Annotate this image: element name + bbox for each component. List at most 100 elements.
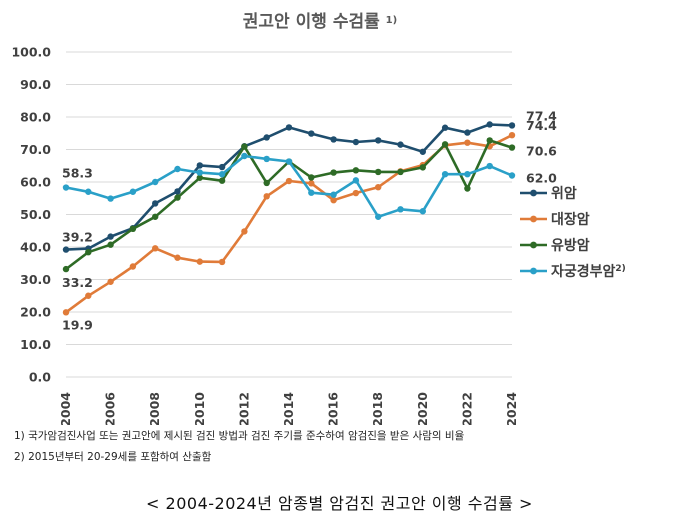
data-point <box>218 177 226 184</box>
data-point <box>330 136 337 143</box>
data-point <box>352 167 360 174</box>
data-point <box>62 265 70 273</box>
data-point <box>330 169 337 176</box>
start-value-label: 58.3 <box>62 166 93 181</box>
data-point <box>441 124 449 131</box>
y-tick-label: 30.0 <box>20 272 51 287</box>
start-value-label: 39.2 <box>62 230 93 245</box>
data-point <box>85 249 92 256</box>
data-point <box>62 184 70 191</box>
y-tick-label: 50.0 <box>20 207 51 222</box>
chart-svg: 권고안 이행 수검률 1) 0.0 10.0 20.0 30.0 40.0 50.0 60.… <box>11 12 626 425</box>
data-point <box>486 162 493 170</box>
x-axis-ticks: 2004 2006 2008 2010 2012 2014 2016 2018 2020 2022… <box>58 392 519 425</box>
x-tick-label: 2010 <box>192 392 207 425</box>
legend-label-text: 자궁경부암 <box>551 263 616 280</box>
y-tick-label: 70.0 <box>20 142 51 157</box>
x-tick-label: 2024 <box>504 392 519 425</box>
x-tick-label: 2016 <box>326 392 341 425</box>
data-point <box>508 122 516 129</box>
data-point <box>196 174 203 181</box>
data-point <box>263 155 270 163</box>
data-point <box>419 164 426 171</box>
data-point <box>375 213 382 220</box>
legend-label: 위암 <box>551 185 577 202</box>
data-labels: 39.2 77.4 19.9 74.4 33.2 70.6 58.3 62.0 <box>62 108 557 332</box>
data-point <box>375 168 382 176</box>
data-point <box>85 188 92 195</box>
data-point <box>174 188 181 195</box>
x-tick-label: 2018 <box>370 392 385 425</box>
data-point <box>218 171 226 178</box>
data-point <box>285 124 293 131</box>
legend-label: 대장암 <box>551 211 590 228</box>
x-tick-label: 2022 <box>459 392 474 425</box>
data-point <box>330 197 337 204</box>
legend-label-text: 유방암 <box>551 237 590 254</box>
data-point <box>218 258 226 266</box>
data-point <box>241 143 248 150</box>
data-point <box>174 194 181 201</box>
data-point <box>263 193 270 200</box>
data-point <box>464 171 471 178</box>
y-tick-label: 20.0 <box>20 305 51 320</box>
data-point <box>441 141 449 148</box>
data-point <box>397 168 404 176</box>
chart-title: 권고안 이행 수검률 1) <box>243 12 397 32</box>
data-point <box>352 138 360 146</box>
end-value-label: 70.6 <box>526 144 557 159</box>
data-point <box>129 263 137 270</box>
data-point <box>107 241 114 248</box>
legend-label: 자궁경부암2) <box>551 263 626 280</box>
legend-label-superscript: 2) <box>615 264 625 274</box>
legend-label-text: 대장암 <box>551 211 590 228</box>
data-point <box>441 171 449 178</box>
legend-swatch-marker <box>530 215 537 223</box>
data-point <box>352 189 360 197</box>
data-point <box>107 233 114 240</box>
data-point <box>263 134 270 141</box>
data-point <box>218 163 226 171</box>
data-point <box>330 191 337 198</box>
data-point <box>308 174 315 181</box>
x-tick-label: 2008 <box>147 392 162 425</box>
x-tick-label: 2004 <box>58 392 73 425</box>
x-tick-label: 2020 <box>415 392 430 425</box>
legend-swatch-marker <box>530 267 537 275</box>
data-point <box>352 177 360 184</box>
x-tick-label: 2012 <box>236 392 251 425</box>
data-point <box>464 139 471 146</box>
data-point <box>174 165 181 173</box>
data-point <box>263 179 270 187</box>
data-point <box>308 130 315 137</box>
data-point <box>419 208 426 215</box>
footnote-2: 2) 2015년부터 20-29세를 포함하여 산출함 <box>14 451 212 463</box>
y-tick-label: 0.0 <box>29 370 51 385</box>
data-point <box>464 185 471 192</box>
data-point <box>62 246 70 253</box>
x-tick-label: 2006 <box>103 392 118 425</box>
data-point <box>375 137 382 144</box>
data-point <box>508 132 516 139</box>
data-point <box>152 245 159 252</box>
y-axis-ticks: 0.0 10.0 20.0 30.0 40.0 50.0 60.0 70.0 80.0 90.0 1… <box>11 45 51 385</box>
data-point <box>196 169 203 176</box>
legend-label-text: 위암 <box>551 185 577 202</box>
data-point <box>464 129 471 136</box>
y-tick-label: 100.0 <box>11 45 51 60</box>
end-value-label: 77.4 <box>526 108 557 123</box>
data-point <box>375 184 382 191</box>
end-value-label: 62.0 <box>526 171 557 186</box>
data-point <box>285 158 293 165</box>
chart-title-superscript: 1) <box>386 15 398 26</box>
legend-swatch-marker <box>530 189 537 197</box>
data-point <box>196 258 203 265</box>
data-point <box>397 141 404 148</box>
start-value-label: 33.2 <box>62 275 93 290</box>
y-tick-label: 90.0 <box>20 77 51 92</box>
figure-caption: < 2004-2024년 암종별 암검진 권고안 이행 수검률 > <box>146 494 533 513</box>
series-line-3 <box>65 154 513 219</box>
data-point <box>241 228 248 235</box>
data-point <box>107 278 114 285</box>
